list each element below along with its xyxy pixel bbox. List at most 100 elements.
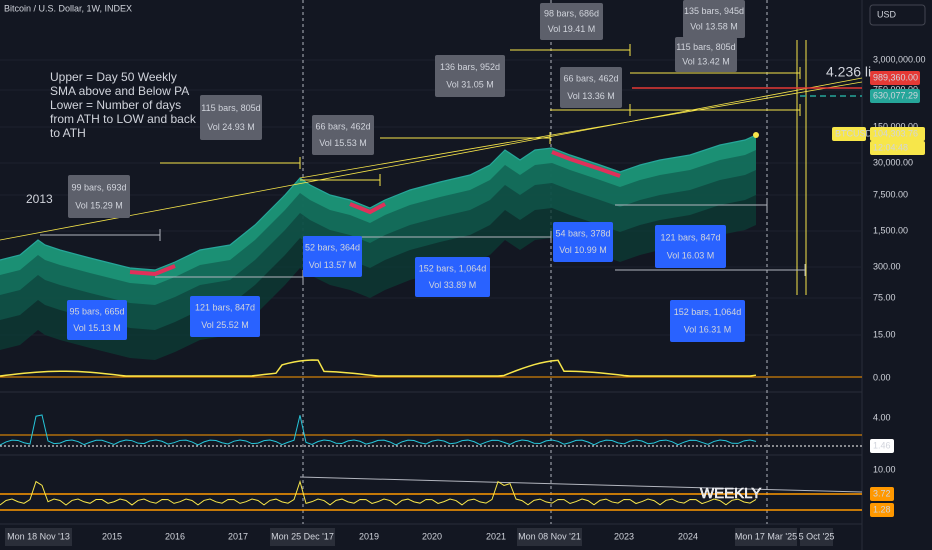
price-axis-label: 15.00 <box>873 329 896 339</box>
below-sma-segment <box>129 264 176 277</box>
blue-box-line: Vol 16.31 M <box>684 325 732 335</box>
price-tag <box>870 141 925 155</box>
gray-box <box>435 55 505 97</box>
gray-box-line: 136 bars, 952d <box>440 62 500 72</box>
price-axis-label: 3,000,000.00 <box>873 54 926 64</box>
note-line: SMA above and Below PA <box>50 84 189 98</box>
blue-box-line: Vol 25.52 M <box>201 320 249 330</box>
price-tag-text: 12:04:48 <box>873 142 908 152</box>
time-axis-label: 2015 <box>102 531 122 541</box>
gray-box-line: 115 bars, 805d <box>676 42 735 52</box>
gray-box-line: Vol 13.42 M <box>682 57 730 67</box>
gray-box-line: Vol 19.41 M <box>548 24 596 34</box>
blue-box-line: 152 bars, 1,064d <box>419 263 487 273</box>
note-line: from ATH to LOW and back <box>50 112 197 126</box>
blue-box-line: Vol 13.57 M <box>309 260 357 270</box>
price-tag-text: 1.46 <box>873 440 891 450</box>
price-tag-text: 1.28 <box>873 504 891 514</box>
gray-box-line: 115 bars, 805d <box>201 103 260 113</box>
time-axis-label: 2021 <box>486 531 506 541</box>
price-tag-text: 104,303.76 <box>873 128 918 138</box>
gray-box <box>540 3 603 40</box>
gray-box-line: Vol 31.05 M <box>446 80 494 90</box>
blue-box-line: 152 bars, 1,064d <box>674 307 742 317</box>
time-highlight-text: Mon 18 Nov '13 <box>7 531 70 541</box>
blue-box-line: 95 bars, 665d <box>69 306 124 316</box>
price-tag <box>832 127 866 141</box>
below-sma-segment <box>551 150 621 178</box>
time-highlight-text: Mon 08 Nov '21 <box>518 531 581 541</box>
fib-label: 4.236 li <box>826 64 871 80</box>
price-axis-label: 1,500.00 <box>873 225 908 235</box>
price-axis-label: 7,500.00 <box>873 189 908 199</box>
blue-box-line: 121 bars, 847d <box>660 232 720 242</box>
gray-box-line: 66 bars, 462d <box>315 121 370 131</box>
blue-box-line: 52 bars, 364d <box>305 243 360 253</box>
chart-title: Bitcoin / U.S. Dollar, 1W, INDEX <box>4 3 132 13</box>
gray-box-line: 135 bars, 945d <box>684 6 744 16</box>
time-highlight <box>800 528 833 546</box>
gray-box-line: Vol 15.53 M <box>319 138 367 148</box>
price-tag <box>870 439 894 453</box>
last-price-dot <box>753 132 759 138</box>
year-label: 2013 <box>26 192 53 206</box>
oscillator <box>0 359 757 377</box>
price-tag-text: 989,360.00 <box>873 72 918 82</box>
price-tag <box>870 71 920 85</box>
gray-box-line: Vol 13.58 M <box>690 22 738 32</box>
blue-box <box>655 225 726 268</box>
gray-box-line: Vol 15.29 M <box>75 200 123 210</box>
gray-box-line: Vol 24.93 M <box>207 122 255 132</box>
blue-box-line: Vol 16.03 M <box>667 250 715 260</box>
blue-box <box>303 236 362 277</box>
gray-box-line: 98 bars, 686d <box>544 8 599 18</box>
blue-box <box>67 300 127 340</box>
time-highlight-text: 5 Oct '25 <box>799 531 835 541</box>
time-axis-label: 2016 <box>165 531 185 541</box>
gray-box <box>675 37 737 72</box>
time-axis-label: 2020 <box>422 531 442 541</box>
time-axis-label: 2024 <box>678 531 698 541</box>
price-axis-label: 300.00 <box>873 261 901 271</box>
time-highlight <box>5 528 72 546</box>
price-axis-label: 10.00 <box>873 464 896 474</box>
price-axis-label: 4.00 <box>873 412 891 422</box>
time-axis-label: 2019 <box>359 531 379 541</box>
time-highlight-text: Mon 17 Mar '25 <box>735 531 797 541</box>
gray-box-line: 99 bars, 693d <box>71 182 126 192</box>
trend-line <box>299 81 863 179</box>
price-axis-label: 30,000.00 <box>873 157 913 167</box>
price-tag <box>870 89 920 103</box>
price-tag-text: BTCUSD <box>835 128 873 138</box>
price-tag <box>870 487 894 501</box>
blue-box-line: Vol 10.99 M <box>559 245 607 255</box>
time-axis-label: 2023 <box>614 531 634 541</box>
price-tag <box>870 503 894 517</box>
price-axis-label: 0.00 <box>873 372 891 382</box>
price-tag-text: 630,077.29 <box>873 90 918 100</box>
currency-button[interactable] <box>869 4 926 26</box>
gray-box <box>200 95 262 140</box>
price-tag <box>870 127 925 141</box>
below-sma-segment <box>349 202 386 215</box>
indicator-2 <box>0 479 757 506</box>
note-line: to ATH <box>50 126 86 140</box>
blue-box <box>670 300 745 342</box>
gray-box <box>312 115 374 155</box>
time-axis-label: 2017 <box>228 531 248 541</box>
note-line: Upper = Day 50 Weekly <box>50 70 177 84</box>
blue-box <box>415 257 490 297</box>
note-line: Lower = Number of days <box>50 98 181 112</box>
price-line <box>0 134 757 271</box>
gray-box <box>683 0 745 38</box>
gray-box <box>560 67 622 108</box>
indicator-1 <box>0 414 757 446</box>
blue-box <box>190 296 260 337</box>
blue-box-line: Vol 15.13 M <box>73 323 121 333</box>
time-highlight-text: Mon 25 Dec '17 <box>271 531 334 541</box>
currency[interactable]: USD <box>877 9 897 19</box>
blue-box <box>553 222 613 262</box>
gray-box-line: 66 bars, 462d <box>563 74 618 84</box>
gray-box-line: Vol 13.36 M <box>567 91 615 101</box>
